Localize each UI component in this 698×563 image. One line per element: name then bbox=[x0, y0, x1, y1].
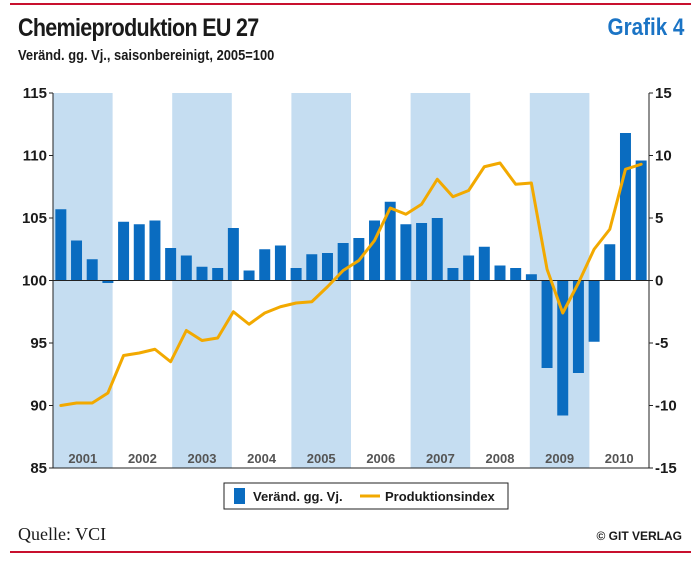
bar-25 bbox=[431, 218, 443, 281]
right-tick-label: -15 bbox=[655, 460, 677, 477]
year-label-2005: 2005 bbox=[307, 451, 336, 466]
bar-13 bbox=[243, 270, 255, 281]
year-label-2004: 2004 bbox=[247, 451, 277, 466]
left-tick-label: 110 bbox=[23, 148, 47, 165]
left-axis-ticks: 115 110 105 100 95 90 85 bbox=[22, 85, 53, 477]
bar-1 bbox=[55, 209, 67, 281]
bar-5 bbox=[118, 221, 130, 281]
production-index-line bbox=[59, 161, 643, 407]
left-tick-label: 95 bbox=[30, 335, 47, 352]
year-labels: 2001 2002 2003 2004 2005 2006 2007 2008 2009 2010 bbox=[68, 451, 633, 466]
bar-8 bbox=[165, 248, 177, 281]
bar-22 bbox=[384, 201, 396, 281]
bar-4 bbox=[102, 280, 114, 283]
year-label-2001: 2001 bbox=[68, 451, 97, 466]
legend-bar-label: Veränd. gg. Vj. bbox=[253, 489, 343, 504]
bar-23 bbox=[400, 224, 412, 281]
left-tick-label: 105 bbox=[22, 210, 47, 227]
chart-title: Chemieproduktion EU 27 bbox=[18, 14, 259, 42]
bar-33 bbox=[557, 280, 569, 416]
left-tick-label: 85 bbox=[30, 460, 47, 477]
chart-subtitle: Veränd. gg. Vj., saisonbereinigt, 2005=1… bbox=[18, 47, 275, 64]
bar-16 bbox=[290, 268, 302, 281]
bottom-rule bbox=[10, 551, 691, 553]
bar-35 bbox=[588, 280, 600, 342]
right-tick-label: 10 bbox=[655, 148, 672, 165]
year-label-2007: 2007 bbox=[426, 451, 455, 466]
bar-24 bbox=[416, 223, 428, 281]
bar-36 bbox=[604, 244, 616, 281]
top-rule bbox=[10, 3, 691, 5]
bar-34 bbox=[572, 280, 584, 373]
right-axis-ticks: 15 10 5 0 -5 -10 -15 bbox=[649, 85, 677, 477]
bar-6 bbox=[133, 224, 145, 281]
bar-7 bbox=[149, 220, 161, 281]
bar-14 bbox=[259, 249, 271, 281]
bar-17 bbox=[306, 254, 318, 281]
bar-21 bbox=[369, 220, 381, 281]
bar-32 bbox=[541, 280, 553, 368]
bar-2 bbox=[71, 240, 83, 281]
right-tick-label: -10 bbox=[655, 398, 677, 415]
bar-15 bbox=[274, 245, 286, 281]
bar-31 bbox=[525, 274, 537, 281]
bar-3 bbox=[86, 259, 98, 281]
right-tick-label: 0 bbox=[655, 273, 663, 290]
bar-28 bbox=[478, 246, 490, 281]
source-note: Quelle: VCI bbox=[18, 524, 107, 544]
left-tick-label: 115 bbox=[23, 85, 47, 102]
bar-18 bbox=[321, 253, 333, 281]
bar-10 bbox=[196, 266, 208, 281]
copyright: © GIT VERLAG bbox=[596, 529, 682, 543]
right-tick-label: 15 bbox=[655, 85, 672, 102]
bar-27 bbox=[463, 255, 475, 281]
right-tick-label: -5 bbox=[655, 335, 668, 352]
bar-19 bbox=[337, 243, 349, 281]
legend-line-label: Produktionsindex bbox=[385, 489, 496, 504]
right-tick-label: 5 bbox=[655, 210, 663, 227]
year-label-2010: 2010 bbox=[605, 451, 634, 466]
bar-26 bbox=[447, 268, 459, 281]
year-label-2003: 2003 bbox=[188, 451, 217, 466]
year-label-2008: 2008 bbox=[486, 451, 515, 466]
left-tick-label: 90 bbox=[30, 398, 47, 415]
year-label-2009: 2009 bbox=[545, 451, 574, 466]
bar-11 bbox=[212, 268, 224, 281]
bar-9 bbox=[180, 255, 192, 281]
bar-37 bbox=[619, 133, 631, 281]
legend-bar-swatch bbox=[234, 488, 245, 504]
figure-badge: Grafik 4 bbox=[607, 14, 684, 41]
legend: Veränd. gg. Vj. Produktionsindex bbox=[223, 482, 509, 510]
bar-38 bbox=[635, 160, 647, 281]
bar-29 bbox=[494, 265, 506, 281]
bar-12 bbox=[227, 228, 239, 281]
year-label-2002: 2002 bbox=[128, 451, 157, 466]
bar-30 bbox=[510, 268, 522, 281]
year-label-2006: 2006 bbox=[366, 451, 395, 466]
left-tick-label: 100 bbox=[22, 273, 47, 290]
